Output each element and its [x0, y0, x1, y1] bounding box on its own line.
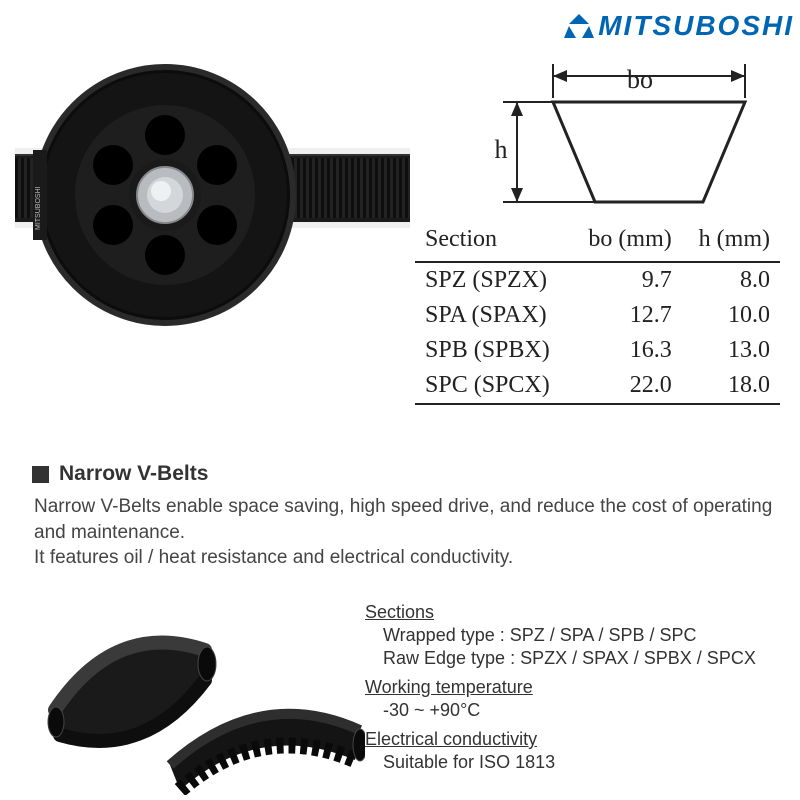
elec-header: Electrical conductivity [365, 729, 790, 750]
product-image: MITSUBOSHI [15, 50, 410, 340]
col-h: h (mm) [682, 220, 780, 262]
diagram-h-label: h [495, 135, 508, 164]
belt-images [10, 600, 365, 790]
section-heading: Narrow V-Belts [32, 462, 780, 486]
heading-bullet-icon [32, 466, 49, 483]
body-section: Narrow V-Belts Narrow V-Belts enable spa… [32, 462, 780, 571]
brand-name: MITSUBOSHI [598, 10, 794, 42]
wrapped-type: Wrapped type : SPZ / SPA / SPB / SPC [383, 625, 790, 646]
table-row: SPZ (SPZX) 9.7 8.0 [415, 262, 780, 298]
table-row: SPC (SPCX) 22.0 18.0 [415, 368, 780, 404]
table-row: SPB (SPBX) 16.3 13.0 [415, 333, 780, 368]
col-bo: bo (mm) [571, 220, 682, 262]
brand-logo: MITSUBOSHI [564, 10, 794, 42]
diagram-bo-label: bo [627, 65, 653, 94]
lower-section: Sections Wrapped type : SPZ / SPA / SPB … [10, 600, 790, 790]
table-header-row: Section bo (mm) h (mm) [415, 220, 780, 262]
temp-header: Working temperature [365, 677, 790, 698]
temp-value: -30 ~ +90°C [383, 700, 790, 721]
col-section: Section [415, 220, 571, 262]
table-row: SPA (SPAX) 12.7 10.0 [415, 298, 780, 333]
spec-table: Section bo (mm) h (mm) SPZ (SPZX) 9.7 8.… [415, 220, 780, 405]
elec-value: Suitable for ISO 1813 [383, 752, 790, 773]
description-line-1: Narrow V-Belts enable space saving, high… [34, 494, 780, 545]
logo-icon [564, 12, 594, 40]
rawedge-type: Raw Edge type : SPZX / SPAX / SPBX / SPC… [383, 648, 790, 669]
sections-header: Sections [365, 602, 790, 623]
heading-text: Narrow V-Belts [59, 462, 208, 486]
description-line-2: It features oil / heat resistance and el… [34, 545, 780, 571]
svg-text:MITSUBOSHI: MITSUBOSHI [35, 186, 42, 230]
lower-specs: Sections Wrapped type : SPZ / SPA / SPB … [365, 600, 790, 790]
cross-section-diagram: bo h [445, 58, 775, 208]
